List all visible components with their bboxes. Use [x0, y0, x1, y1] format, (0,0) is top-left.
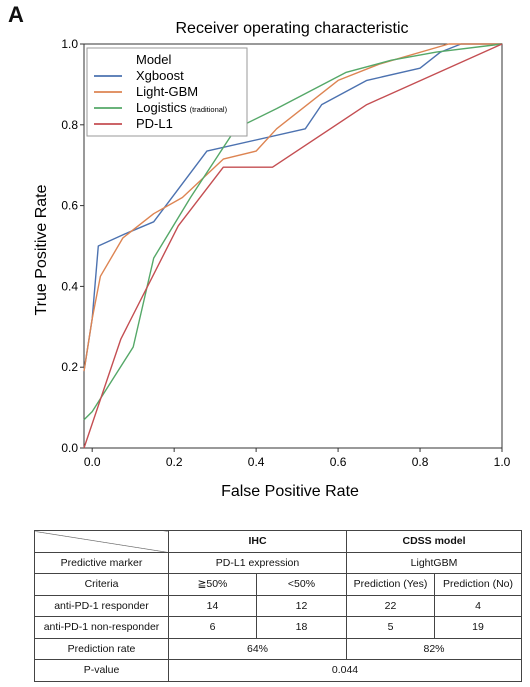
- row-label: Criteria: [34, 573, 169, 596]
- roc-chart: Receiver operating characteristic 0.0 0.2…: [33, 20, 511, 500]
- legend-entry-name: Light-GBM: [136, 84, 198, 99]
- legend-entry-note: (traditional): [190, 105, 228, 114]
- legend-entry-name: Logistics: [136, 100, 187, 115]
- y-axis-ticks: 0.0 0.2 0.4 0.6 0.8 1.0: [61, 37, 84, 455]
- table-corner-cell: [34, 530, 169, 553]
- legend-title: Model: [136, 52, 172, 67]
- x-axis-label: False Positive Rate: [221, 483, 359, 500]
- y-tick-label: 0.0: [61, 441, 78, 455]
- table-cell: 82%: [345, 637, 523, 660]
- table-row: anti-PD-1 non-responder 6 18 5 19: [34, 616, 523, 639]
- x-axis-ticks: 0.0 0.2 0.4 0.6 0.8 1.0: [84, 448, 511, 469]
- legend-entry-name: Xgboost: [136, 68, 184, 83]
- chart-title: Receiver operating characteristic: [176, 20, 409, 37]
- legend-entry: Logistics (traditional): [136, 100, 228, 115]
- legend-entry: Xgboost: [136, 68, 184, 83]
- table-cell: 4: [433, 594, 523, 617]
- x-tick-label: 0.6: [330, 455, 347, 469]
- table-cell: 19: [433, 616, 523, 639]
- row-label: Prediction rate: [34, 637, 169, 660]
- table-row: anti-PD-1 responder 14 12 22 4: [34, 594, 523, 617]
- y-tick-label: 1.0: [61, 37, 78, 51]
- results-table: IHC CDSS model Predictive marker PD-L1 e…: [34, 530, 523, 682]
- x-tick-label: 0.4: [248, 455, 265, 469]
- table-cell: Prediction (Yes): [346, 573, 435, 596]
- header-ihc: IHC: [168, 530, 347, 553]
- table-row: Predictive marker PD-L1 expression Light…: [34, 551, 523, 574]
- legend-entry-name: PD-L1: [136, 116, 173, 131]
- table-cell: LightGBM: [345, 551, 523, 574]
- x-tick-label: 1.0: [494, 455, 511, 469]
- x-tick-label: 0.8: [412, 455, 429, 469]
- table-row: Criteria ≧50% <50% Prediction (Yes) Pred…: [34, 573, 523, 596]
- table-row: Prediction rate 64% 82%: [34, 637, 523, 660]
- table-cell: Prediction (No): [433, 573, 523, 596]
- legend-entry: PD-L1: [136, 116, 173, 131]
- table-cell: 22: [346, 594, 435, 617]
- y-axis-label: True Positive Rate: [33, 184, 50, 315]
- plot-frame: [83, 43, 503, 449]
- table-cell: PD-L1 expression: [168, 551, 347, 574]
- panel-label: A: [8, 2, 24, 27]
- table-row: P-value 0.044: [34, 659, 523, 682]
- x-tick-label: 0.0: [84, 455, 101, 469]
- y-tick-label: 0.2: [61, 360, 78, 374]
- y-tick-label: 0.6: [61, 199, 78, 213]
- table-header-row: IHC CDSS model: [34, 530, 523, 553]
- table-cell: 6: [168, 616, 257, 639]
- table-cell: 64%: [168, 637, 347, 660]
- row-label: anti-PD-1 responder: [34, 594, 169, 617]
- row-label: Predictive marker: [34, 551, 169, 574]
- table-cell: 5: [346, 616, 435, 639]
- table-cell: ≧50%: [168, 573, 257, 596]
- row-label: P-value: [34, 659, 169, 682]
- legend-entry: Light-GBM: [136, 84, 198, 99]
- y-tick-label: 0.8: [61, 118, 78, 132]
- y-tick-label: 0.4: [61, 279, 78, 293]
- row-label: anti-PD-1 non-responder: [34, 616, 169, 639]
- table-cell: 14: [168, 594, 257, 617]
- table-cell: <50%: [256, 573, 347, 596]
- x-tick-label: 0.2: [166, 455, 183, 469]
- table-cell: 12: [256, 594, 347, 617]
- table-cell: 18: [256, 616, 347, 639]
- series-line-pd-l1: [83, 43, 503, 449]
- header-cdss: CDSS model: [345, 530, 523, 553]
- table-cell: 0.044: [167, 659, 523, 682]
